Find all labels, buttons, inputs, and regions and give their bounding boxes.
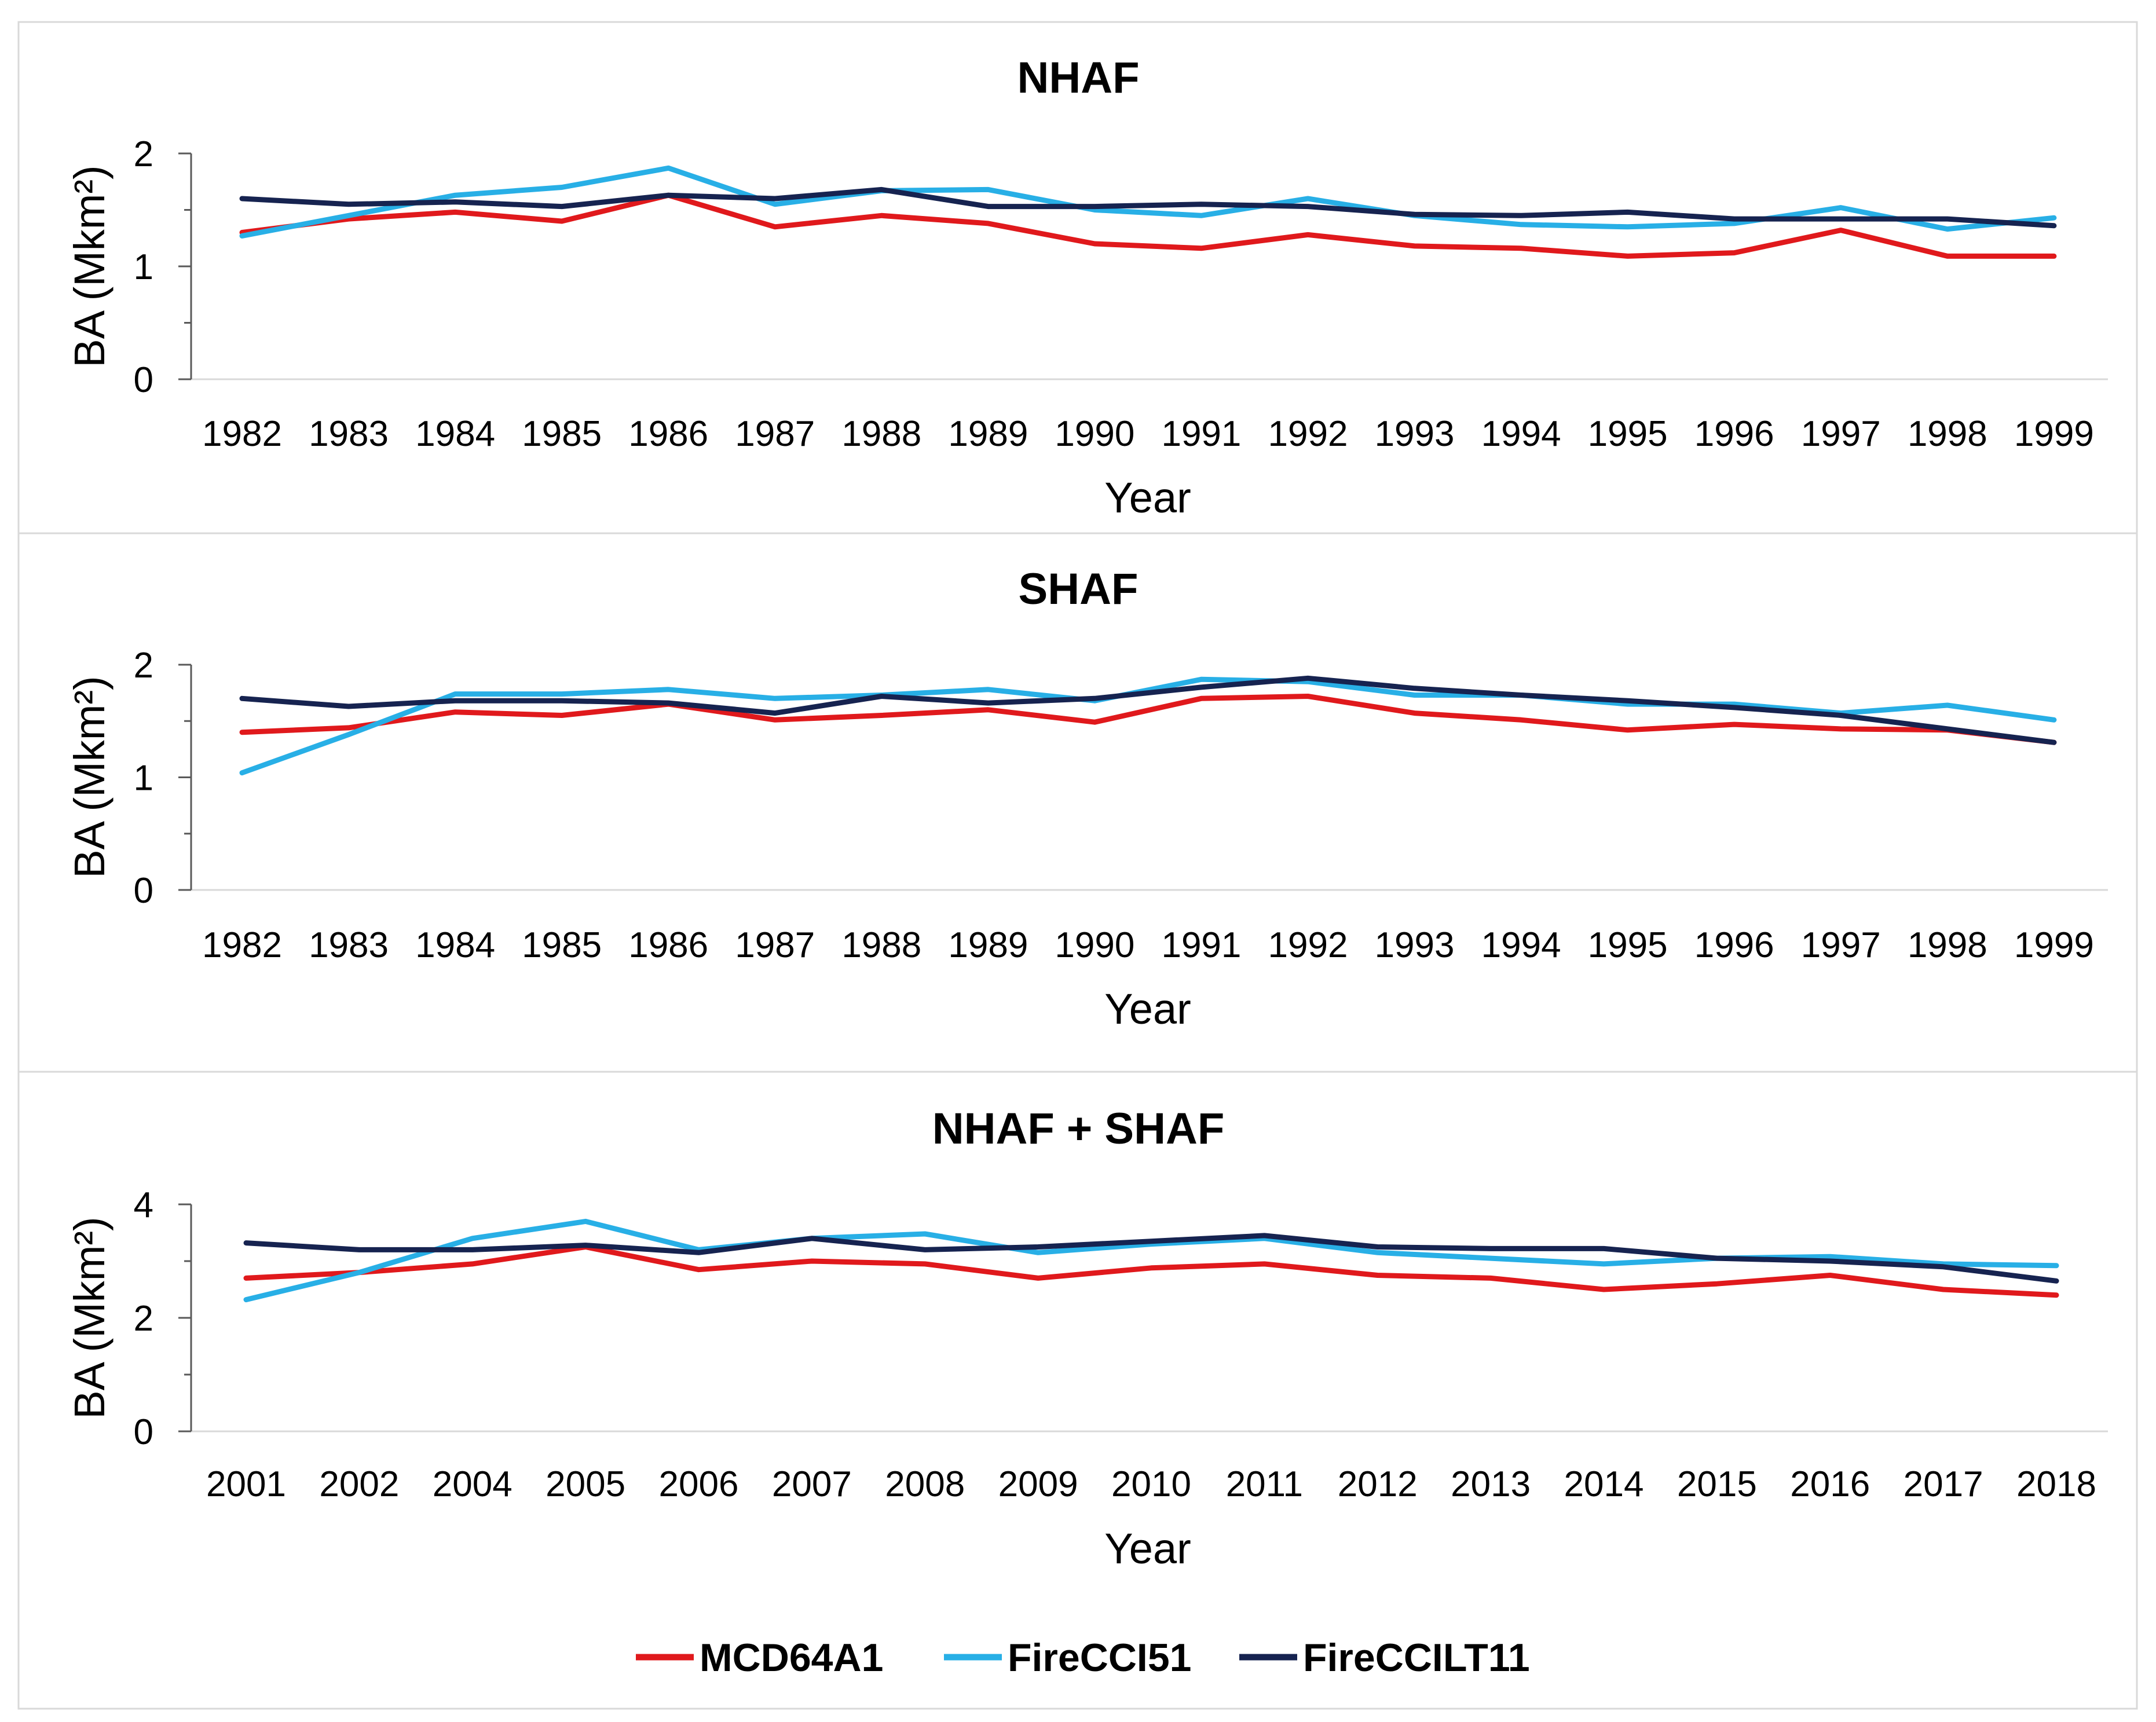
x-tick-label-1988: 1988 <box>841 925 921 965</box>
x-tick-label-2011: 2011 <box>1226 1464 1303 1504</box>
x-tick-label-1996: 1996 <box>1694 414 1774 454</box>
x-tick-label-1992: 1992 <box>1268 925 1348 965</box>
x-tick-label-1982: 1982 <box>202 414 282 454</box>
x-tick-label-1991: 1991 <box>1161 414 1241 454</box>
x-tick-label-1999: 1999 <box>2014 414 2094 454</box>
panel-border-nhaf <box>17 21 2138 534</box>
x-tick-label-1985: 1985 <box>522 925 602 965</box>
x-tick-label-1991: 1991 <box>1161 925 1241 965</box>
x-tick-label-1982: 1982 <box>202 925 282 965</box>
panel-border-combined <box>17 1071 2138 1710</box>
x-tick-label-1990: 1990 <box>1055 925 1134 965</box>
x-tick-label-1986: 1986 <box>628 414 708 454</box>
x-tick-label-2012: 2012 <box>1338 1464 1418 1504</box>
x-tick-label-2018: 2018 <box>2016 1464 2096 1504</box>
x-tick-label-1995: 1995 <box>1588 414 1668 454</box>
series-line-mcd64a1 <box>239 694 2057 745</box>
x-tick-label-1983: 1983 <box>309 414 389 454</box>
legend-label-firecciltl1: FireCCILT11 <box>1303 1636 1530 1680</box>
x-tick-label-1996: 1996 <box>1694 925 1774 965</box>
x-tick-label-1985: 1985 <box>522 414 602 454</box>
x-tick-label-1984: 1984 <box>415 414 495 454</box>
x-tick-label-1994: 1994 <box>1481 925 1561 965</box>
x-tick-label-1989: 1989 <box>948 925 1028 965</box>
x-tick-label-1997: 1997 <box>1801 414 1881 454</box>
x-tick-label-2017: 2017 <box>1904 1464 1983 1504</box>
legend: MCD64A1 FireCCI51 FireCCILT11 <box>636 1636 1530 1680</box>
y-tick-label: 0 <box>134 871 153 911</box>
x-axis-title: Year <box>1104 474 1191 522</box>
chart-panel-shaf: SHAF 0 1 2 1982 1983 1984 1985 1986 1987 1988 1989 1… <box>65 565 2108 1033</box>
x-tick-label-1990: 1990 <box>1055 414 1134 454</box>
x-tick-label-1989: 1989 <box>948 414 1028 454</box>
x-tick-label-1987: 1987 <box>735 414 815 454</box>
x-tick-label-1986: 1986 <box>628 925 708 965</box>
x-tick-label-1994: 1994 <box>1481 414 1561 454</box>
series-line-mcd64a1 <box>243 1244 2059 1298</box>
y-tick-label: 1 <box>134 247 153 287</box>
chart-panel-combined: NHAF + SHAF 0 2 4 2001 2002 2004 2005 2006 2007 20… <box>65 1104 2108 1573</box>
x-tick-label-1988: 1988 <box>841 414 921 454</box>
x-tick-label-2002: 2002 <box>319 1464 399 1504</box>
x-tick-label-2009: 2009 <box>998 1464 1078 1504</box>
legend-label-mcd64a1: MCD64A1 <box>700 1636 883 1680</box>
series-line-mcd64a1 <box>239 192 2057 259</box>
x-tick-label-1993: 1993 <box>1375 414 1455 454</box>
x-tick-label-1983: 1983 <box>309 925 389 965</box>
series-line-fireccilt11 <box>243 1233 2059 1284</box>
y-axis-title: BA (Mkm²) <box>65 1217 114 1419</box>
x-tick-label-2016: 2016 <box>1790 1464 1870 1504</box>
y-tick-label: 2 <box>134 1299 153 1339</box>
y-tick-label: 2 <box>134 646 153 686</box>
y-tick-label: 2 <box>134 134 153 174</box>
x-tick-label-1984: 1984 <box>415 925 495 965</box>
legend-label-firecci51: FireCCI51 <box>1008 1636 1191 1680</box>
x-axis-title: Year <box>1104 1525 1191 1573</box>
series-line-firecci51 <box>239 676 2057 776</box>
y-tick-label: 1 <box>134 759 153 798</box>
x-tick-label-1992: 1992 <box>1268 414 1348 454</box>
x-tick-label-1999: 1999 <box>2014 925 2094 965</box>
x-tick-label-2001: 2001 <box>206 1464 286 1504</box>
x-tick-label-1995: 1995 <box>1588 925 1668 965</box>
x-tick-label-2006: 2006 <box>659 1464 739 1504</box>
x-tick-label-1987: 1987 <box>735 925 815 965</box>
y-tick-label: 0 <box>134 360 153 400</box>
x-tick-label-1998: 1998 <box>1908 414 1987 454</box>
x-tick-label-1993: 1993 <box>1375 925 1455 965</box>
chart-panel-nhaf: NHAF 0 1 2 1982 1983 1984 1985 1986 1987 1988 1989 1… <box>65 53 2108 522</box>
y-axis-title: BA (Mkm²) <box>65 676 114 878</box>
chart-title-shaf: SHAF <box>1019 565 1139 614</box>
x-tick-label-2015: 2015 <box>1677 1464 1757 1504</box>
chart-title-nhaf: NHAF <box>1017 53 1139 102</box>
chart-title-nhaf-shaf: NHAF + SHAF <box>932 1104 1225 1153</box>
x-tick-label-2014: 2014 <box>1564 1464 1644 1504</box>
x-tick-label-2007: 2007 <box>772 1464 852 1504</box>
x-tick-label-2008: 2008 <box>885 1464 965 1504</box>
y-tick-label: 4 <box>134 1185 153 1225</box>
x-tick-label-2013: 2013 <box>1451 1464 1531 1504</box>
x-tick-label-1997: 1997 <box>1801 925 1881 965</box>
y-tick-label: 0 <box>134 1412 153 1452</box>
series-line-fireccilt11 <box>239 675 2057 745</box>
x-tick-label-2005: 2005 <box>546 1464 625 1504</box>
series-line-fireccilt11 <box>239 186 2057 229</box>
panel-border-shaf <box>17 532 2138 1073</box>
x-axis-title: Year <box>1104 985 1191 1033</box>
y-axis-title: BA (Mkm²) <box>65 165 114 367</box>
x-tick-label-2004: 2004 <box>433 1464 513 1504</box>
x-tick-label-2010: 2010 <box>1111 1464 1191 1504</box>
x-tick-label-1998: 1998 <box>1908 925 1987 965</box>
